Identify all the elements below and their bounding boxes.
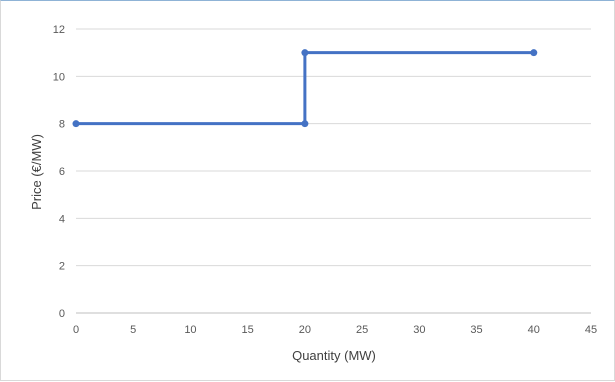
y-tick-label-4: 4: [59, 213, 65, 225]
series-layer: [72, 49, 538, 128]
y-tick-label-2: 2: [59, 261, 65, 273]
x-tick-label-5: 5: [130, 324, 136, 336]
x-tick-label-40: 40: [528, 324, 540, 336]
y-tick-labels: 0 2 4 6 8 10 12: [53, 24, 65, 320]
y-tick-label-12: 12: [53, 24, 65, 36]
y-axis-title: Price (€/MW): [29, 134, 44, 210]
x-tick-label-20: 20: [299, 324, 311, 336]
x-tick-label-35: 35: [470, 324, 482, 336]
x-tick-label-0: 0: [73, 324, 79, 336]
y-tick-label-8: 8: [59, 119, 65, 131]
data-point-2: [301, 49, 309, 57]
x-tick-label-15: 15: [242, 324, 254, 336]
x-tick-label-25: 25: [356, 324, 368, 336]
x-tick-label-45: 45: [585, 324, 597, 336]
x-axis-title: Quantity (MW): [292, 348, 376, 363]
data-point-3: [530, 49, 538, 57]
x-tick-label-30: 30: [413, 324, 425, 336]
data-point-1: [301, 120, 309, 128]
y-tick-label-6: 6: [59, 166, 65, 178]
y-tick-label-0: 0: [59, 308, 65, 320]
y-tick-label-10: 10: [53, 71, 65, 83]
gridlines: [76, 28, 591, 314]
x-tick-label-10: 10: [184, 324, 196, 336]
data-point-0: [72, 120, 80, 128]
x-tick-labels: 0 5 10 15 20 25 30 35 40 45: [73, 324, 597, 336]
series-line-0: [76, 51, 534, 126]
